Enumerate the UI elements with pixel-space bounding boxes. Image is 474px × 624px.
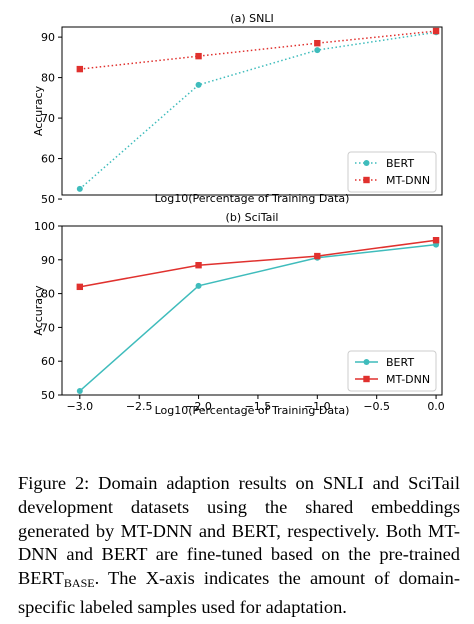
legend-marker — [363, 176, 370, 184]
x-tick-label: −3.0 — [66, 400, 93, 413]
x-axis-label: Log10(Percentage of Training Data) — [155, 192, 350, 205]
y-tick-label: 90 — [41, 254, 55, 267]
x-tick-label: 0.0 — [427, 400, 445, 413]
y-tick-label: 70 — [41, 321, 55, 334]
plot-frame — [61, 26, 443, 196]
figure-canvas: (a) SNLI 50 60 70 80 90 Log10(Percentage of Tr… — [32, 12, 445, 417]
x-tick-label: −1.5 — [245, 400, 272, 413]
data-point-mt-dnn — [432, 27, 440, 35]
y-tick-label: 70 — [41, 112, 55, 125]
y-tick-label: 100 — [34, 220, 55, 233]
series-line-bert — [79, 243, 437, 392]
legend-label: BERT — [386, 356, 414, 369]
chart-legend: BERT MT-DNN — [347, 151, 437, 193]
y-tick-label: 80 — [41, 72, 55, 85]
series-line-mt-dnn — [79, 30, 437, 70]
chart-legend: BERT MT-DNN — [347, 350, 437, 392]
caption-tail: . The X-axis indicates the amount of dom… — [18, 568, 460, 617]
data-point-bert — [76, 387, 83, 394]
legend-marker — [363, 160, 370, 166]
data-point-mt-dnn — [76, 65, 84, 73]
series-line-mt-dnn — [79, 239, 437, 288]
legend-box — [347, 350, 437, 392]
y-tick-label: 60 — [41, 355, 55, 368]
figure-caption: Figure 2: Domain adaption results on SNL… — [18, 472, 460, 620]
legend-marker — [363, 359, 370, 365]
caption-subscript: BASE — [63, 576, 95, 591]
y-tick-label: 50 — [41, 389, 55, 402]
data-point-mt-dnn — [195, 52, 202, 60]
data-point-bert — [314, 47, 321, 54]
y-axis-label: Accuracy — [32, 285, 45, 336]
x-tick-label: −2.0 — [185, 400, 212, 413]
data-point-bert — [195, 81, 202, 88]
y-axis-label: Accuracy — [32, 85, 45, 136]
caption-text: Figure 2: Domain adaption results on SNL… — [18, 473, 460, 589]
chart-title: (a) SNLI — [230, 12, 273, 25]
y-tick-label: 50 — [41, 193, 55, 206]
data-point-mt-dnn — [76, 283, 84, 291]
data-point-bert — [195, 282, 202, 289]
x-tick-label: −0.5 — [363, 400, 390, 413]
x-tick-label: −2.5 — [126, 400, 153, 413]
x-axis-label: Log10(Percentage of Training Data) — [155, 404, 350, 417]
data-point-bert — [76, 185, 83, 192]
y-tick-label: 80 — [41, 288, 55, 301]
y-tick-label: 90 — [41, 31, 55, 44]
plot-frame — [61, 225, 443, 396]
x-tick-label: −1.0 — [304, 400, 331, 413]
data-point-mt-dnn — [432, 236, 440, 244]
chart-panel-1: (a) SNLI 50 60 70 80 90 Log10(Percentage of Tr… — [32, 12, 443, 206]
chart-panel-2: (b) SciTail 50 60 70 80 90 100 −3.0 −2.5 −2.0 −1.5… — [32, 211, 445, 417]
figure: (a) SNLI 50 60 70 80 90 Log10(Percentage of Tr… — [32, 12, 445, 417]
legend-marker — [363, 375, 370, 383]
legend-box — [347, 151, 437, 193]
y-tick-label: 60 — [41, 153, 55, 166]
legend-label: MT-DNN — [386, 174, 430, 187]
data-point-mt-dnn — [195, 262, 202, 269]
legend-label: BERT — [386, 157, 414, 170]
data-point-mt-dnn — [314, 39, 321, 47]
legend-label: MT-DNN — [386, 373, 430, 386]
chart-title: (b) SciTail — [226, 211, 279, 224]
data-point-mt-dnn — [314, 252, 321, 260]
